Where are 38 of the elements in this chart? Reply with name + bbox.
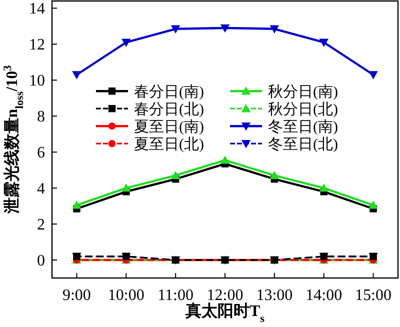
point xyxy=(72,71,82,80)
point xyxy=(72,200,82,209)
y-tick-label: 4 xyxy=(37,180,45,198)
legend-label: 春分日(南) xyxy=(134,84,204,101)
x-tick-label: 10:00 xyxy=(108,287,144,304)
x-tick-label: 11:00 xyxy=(158,287,194,304)
point xyxy=(319,183,328,192)
x-tick-label: 12:00 xyxy=(206,287,244,304)
point xyxy=(170,25,180,34)
x-tick-label: 14:00 xyxy=(306,287,342,304)
legend-label: 春分日(北) xyxy=(134,101,204,118)
y-tick-label: 14 xyxy=(29,0,45,18)
y-tick-label: 8 xyxy=(37,108,45,126)
point xyxy=(319,38,328,47)
y-tick-label: 2 xyxy=(37,216,45,234)
legend-label: 冬至日(南) xyxy=(268,118,338,136)
point xyxy=(368,200,378,209)
legend-label: 夏至日(南) xyxy=(134,118,204,136)
legend-label: 冬至日(北) xyxy=(268,136,338,154)
point xyxy=(220,156,230,164)
legend-label: 秋分日(北) xyxy=(268,101,338,118)
point xyxy=(170,170,180,180)
legend-label: 夏至日(北) xyxy=(134,136,204,154)
y-tick-label: 6 xyxy=(37,144,45,162)
y-tick-label: 12 xyxy=(29,36,45,54)
x-tick-label: 15:00 xyxy=(355,287,392,304)
legend-label: 秋分日(南) xyxy=(268,84,338,101)
point xyxy=(220,24,230,33)
point xyxy=(122,38,131,47)
y-tick-label: 10 xyxy=(29,72,45,90)
x-axis-title: 真太阳时T$_{s}$ xyxy=(184,302,266,325)
point xyxy=(368,71,378,80)
point xyxy=(270,170,280,180)
point xyxy=(122,183,131,192)
x-tick-label: 13:00 xyxy=(256,287,293,304)
point xyxy=(270,25,280,34)
x-tick-label: 9:00 xyxy=(62,287,91,304)
y-tick-label: 0 xyxy=(37,252,45,270)
